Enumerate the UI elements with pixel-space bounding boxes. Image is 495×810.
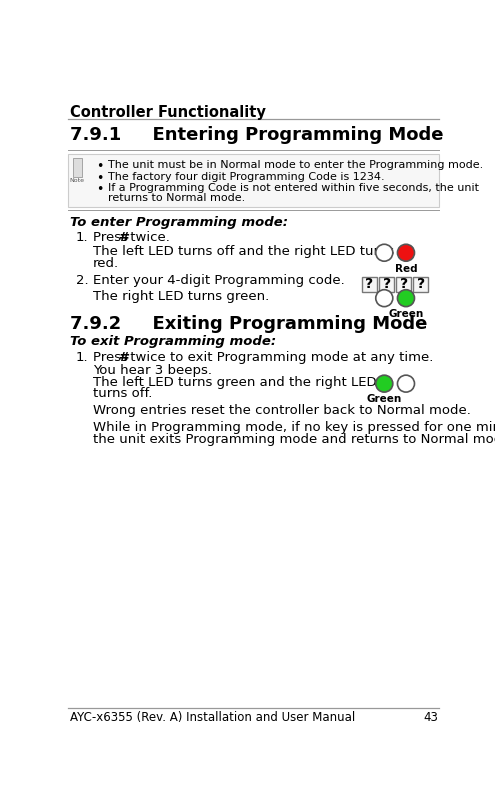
Text: The right LED turns green.: The right LED turns green. xyxy=(93,291,269,304)
Text: Wrong entries reset the controller back to Normal mode.: Wrong entries reset the controller back … xyxy=(93,404,471,417)
Text: ?: ? xyxy=(365,277,374,292)
Text: red.: red. xyxy=(93,257,119,270)
Text: The factory four digit Programming Code is 1234.: The factory four digit Programming Code … xyxy=(108,172,385,182)
Text: Note: Note xyxy=(70,178,85,183)
Text: If a Programming Code is not entered within five seconds, the unit: If a Programming Code is not entered wit… xyxy=(108,183,479,194)
Text: 7.9.1     Entering Programming Mode: 7.9.1 Entering Programming Mode xyxy=(70,126,443,144)
Circle shape xyxy=(376,375,393,392)
FancyBboxPatch shape xyxy=(362,276,377,292)
Text: Red: Red xyxy=(395,263,417,274)
Text: 43: 43 xyxy=(423,711,438,724)
Text: 7.9.2     Exiting Programming Mode: 7.9.2 Exiting Programming Mode xyxy=(70,315,427,333)
Text: Controller Functionality: Controller Functionality xyxy=(70,105,265,120)
Text: returns to Normal mode.: returns to Normal mode. xyxy=(108,194,246,203)
Text: twice.: twice. xyxy=(126,231,170,244)
Text: the unit exits Programming mode and returns to Normal mode.: the unit exits Programming mode and retu… xyxy=(93,433,495,446)
FancyBboxPatch shape xyxy=(413,276,429,292)
Circle shape xyxy=(397,290,414,307)
Text: •: • xyxy=(96,172,103,185)
Text: While in Programming mode, if no key is pressed for one minute,: While in Programming mode, if no key is … xyxy=(93,421,495,434)
Text: turns off.: turns off. xyxy=(93,387,152,400)
Text: •: • xyxy=(96,183,103,197)
Circle shape xyxy=(376,245,393,261)
Text: 1.: 1. xyxy=(76,351,89,364)
Text: ?: ? xyxy=(399,277,408,292)
Circle shape xyxy=(397,245,414,261)
Text: To exit Programming mode:: To exit Programming mode: xyxy=(70,335,276,348)
Text: #: # xyxy=(118,231,130,244)
FancyBboxPatch shape xyxy=(379,276,395,292)
Text: The unit must be in Normal mode to enter the Programming mode.: The unit must be in Normal mode to enter… xyxy=(108,160,484,170)
Text: You hear 3 beeps.: You hear 3 beeps. xyxy=(93,364,212,377)
Text: Green: Green xyxy=(389,309,424,319)
Text: Press: Press xyxy=(93,351,132,364)
Text: Enter your 4-digit Programming code.: Enter your 4-digit Programming code. xyxy=(93,274,345,287)
Text: The left LED turns off and the right LED turns: The left LED turns off and the right LED… xyxy=(93,245,394,258)
FancyBboxPatch shape xyxy=(68,154,439,207)
Text: •: • xyxy=(96,160,103,173)
Text: AYC-x6355 (Rev. A) Installation and User Manual: AYC-x6355 (Rev. A) Installation and User… xyxy=(70,711,355,724)
Circle shape xyxy=(397,375,414,392)
Text: Green: Green xyxy=(367,394,402,404)
FancyBboxPatch shape xyxy=(396,276,411,292)
Text: 1.: 1. xyxy=(76,231,89,244)
Text: 2.: 2. xyxy=(76,274,89,287)
Text: #: # xyxy=(118,351,130,364)
Text: ?: ? xyxy=(383,277,391,292)
Text: ?: ? xyxy=(417,277,425,292)
Text: To enter Programming mode:: To enter Programming mode: xyxy=(70,215,288,228)
Circle shape xyxy=(376,290,393,307)
Text: Press: Press xyxy=(93,231,132,244)
Text: twice to exit Programming mode at any time.: twice to exit Programming mode at any ti… xyxy=(126,351,434,364)
Text: The left LED turns green and the right LED: The left LED turns green and the right L… xyxy=(93,376,377,389)
FancyBboxPatch shape xyxy=(73,158,82,177)
